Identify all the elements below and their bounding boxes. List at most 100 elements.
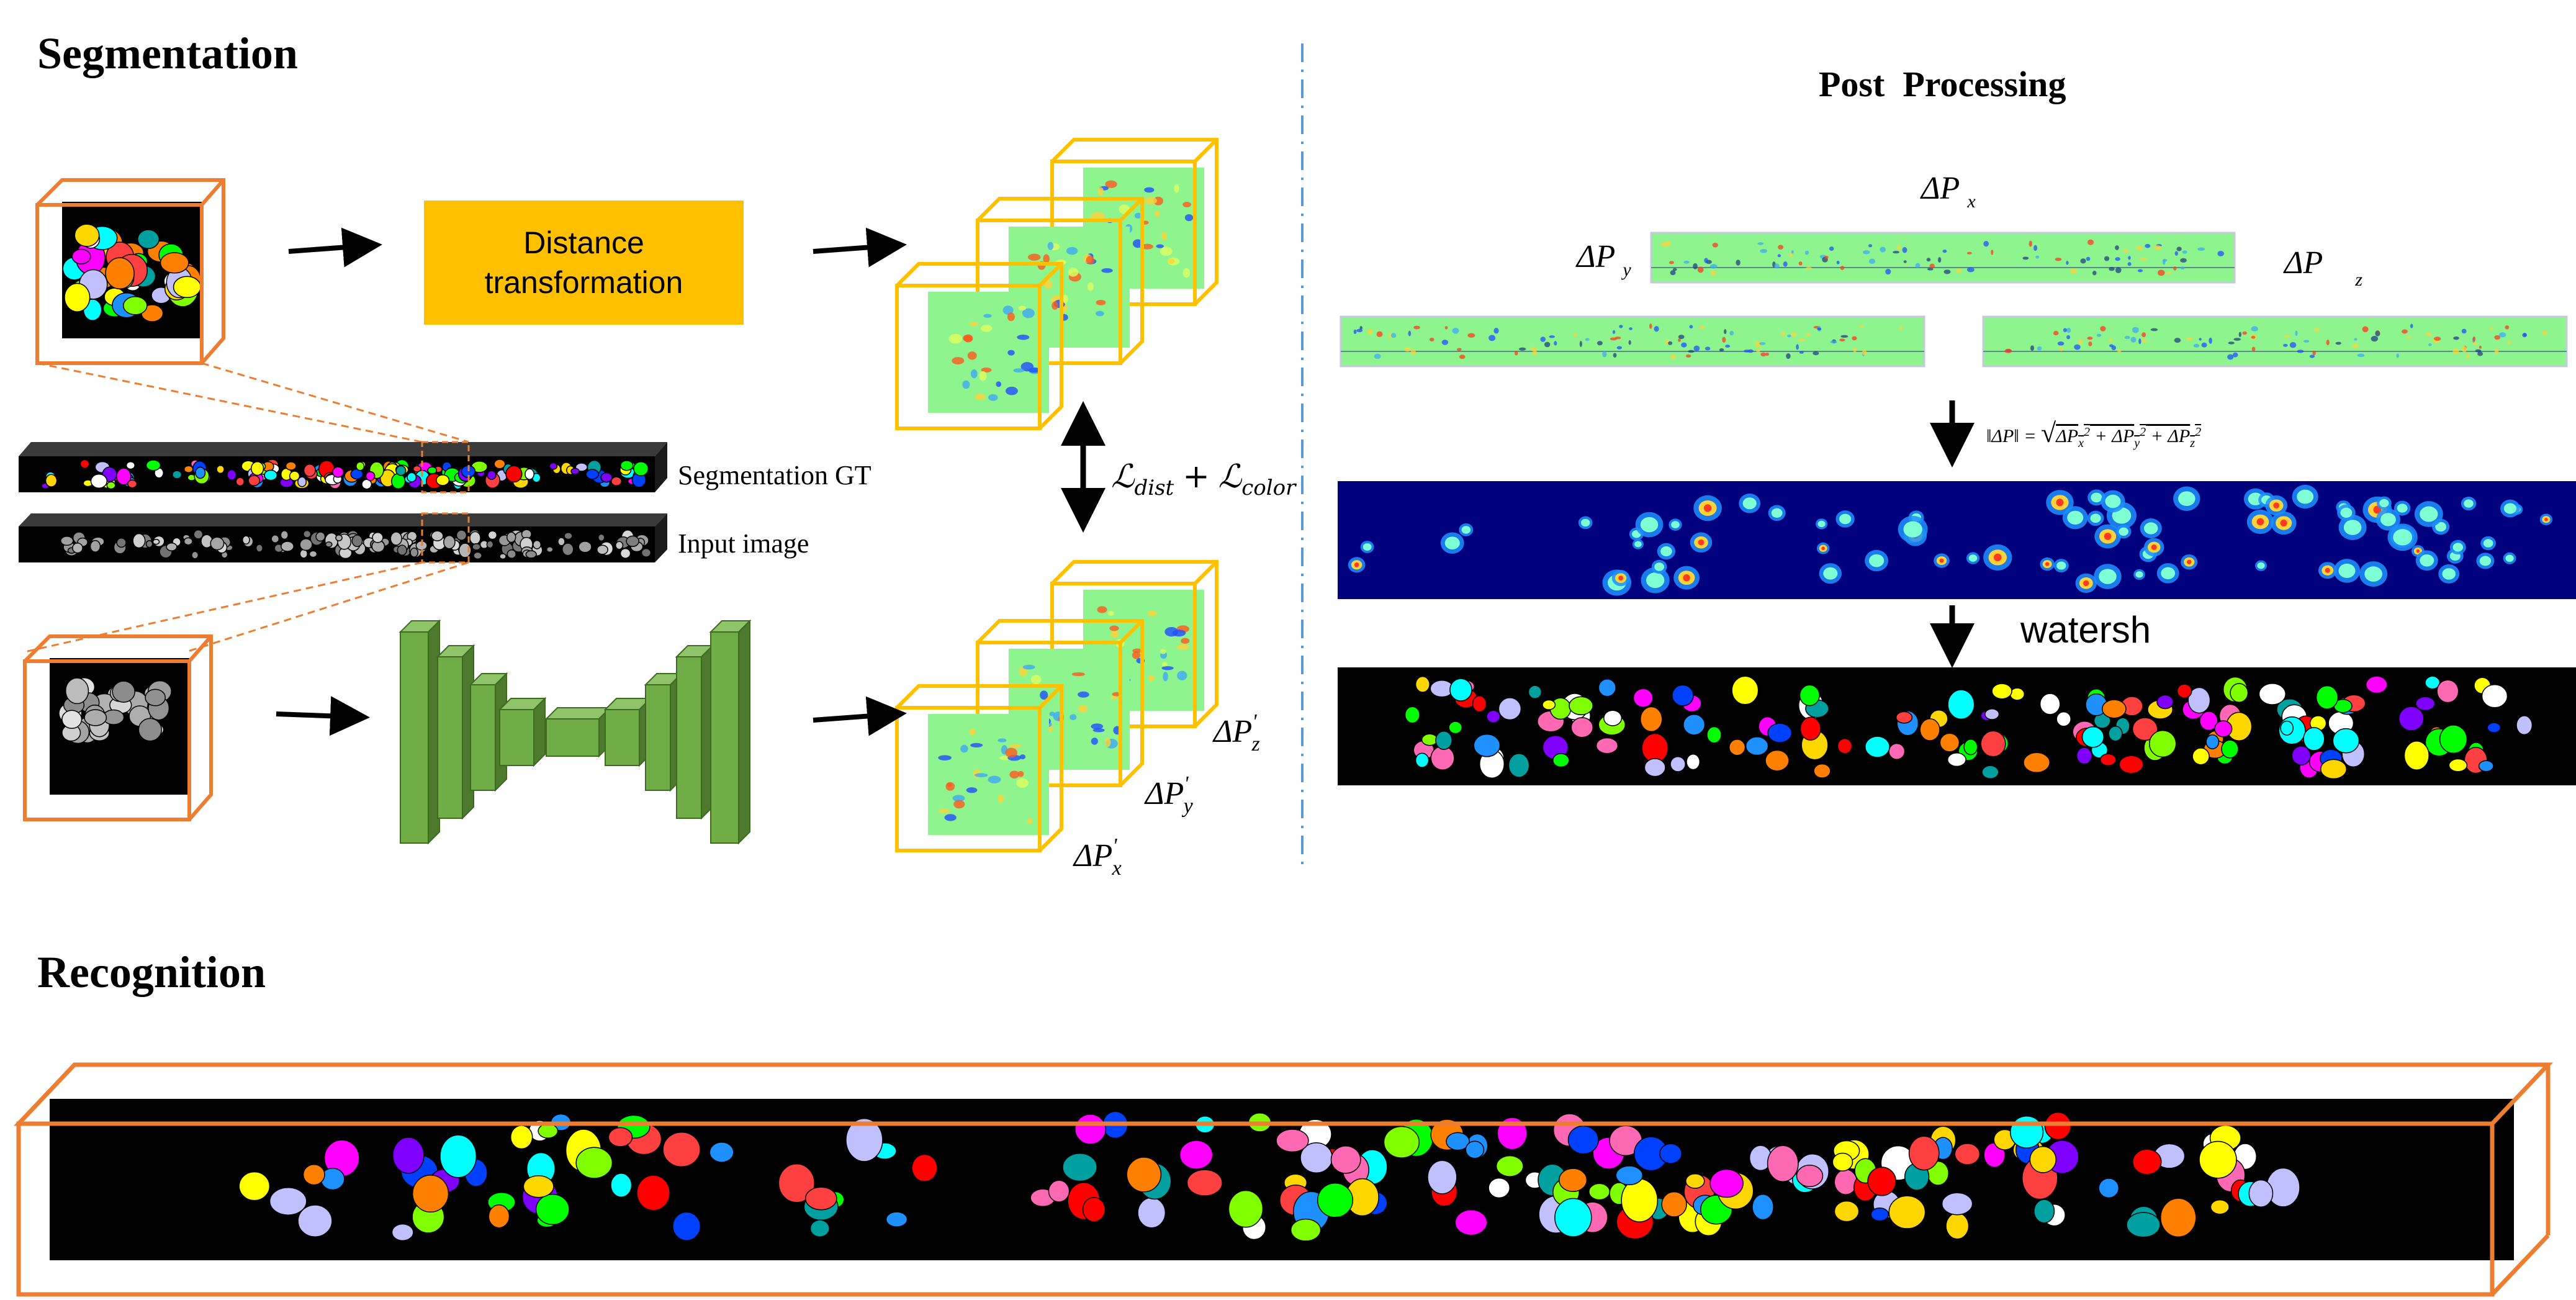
flow-dot [1760,248,1767,253]
flow-blob [1007,350,1015,356]
heat-core [1771,508,1783,518]
volume-edge [1038,684,1063,710]
flow-dot [2352,343,2359,348]
flow-dot [1852,336,1857,341]
flow-dot [2507,340,2511,345]
cell [2403,741,2430,770]
flow-dot [1893,250,1899,254]
flow-z-strip [1982,315,2568,368]
flow-blob [975,773,988,777]
flow-blob [1040,690,1048,700]
heat-core [2338,563,2356,579]
cell [1603,710,1623,726]
flow-y-strip [1340,315,1925,368]
cell [1554,1198,1592,1237]
cell [533,539,542,549]
cell [1048,1180,1070,1203]
flow-dot [2150,328,2158,332]
heat-peak [1698,539,1705,546]
flow-dot [1613,353,1617,358]
heat-core [2452,543,2464,552]
cell [127,479,138,489]
recognition-cells [238,1111,2300,1242]
flow-blob [1017,335,1030,340]
cell [2160,1198,2197,1238]
heat-core [1654,562,1665,571]
cell [2303,727,2325,751]
cell [1404,706,1420,724]
cell [1186,1169,1223,1197]
flow-dot [2088,341,2092,346]
flow-dot [2357,353,2365,358]
flow-dot [1540,336,1546,342]
flow-dot [1693,263,1698,269]
cell [2258,683,2286,705]
flow-dot [2193,343,2200,348]
cell [575,1147,613,1179]
cell [1672,684,1694,706]
flow-dot [2475,349,2482,353]
flow-dot [2186,336,2193,341]
heat-core [1968,554,1978,562]
cell [116,537,127,548]
flow-dot [1678,335,1685,340]
flow-dot [1786,353,1791,359]
flow-dot [1699,325,1705,330]
flow-dot [1719,348,1724,352]
zoom-guide-top-1 [37,362,423,443]
flow-dot [1798,261,1803,266]
unet-front [645,684,671,791]
watershed-label: watersh [2020,609,2151,651]
heat-core [1903,521,1922,538]
cell [1767,1145,1799,1182]
cell [216,464,225,474]
flow-dot [2462,346,2467,353]
flow-x-strip [1650,232,2236,284]
heat-peak [1821,546,1825,551]
cell [1981,765,1999,779]
heat-core [1646,572,1665,589]
flow-dot [1760,352,1767,357]
flow-dot [2396,353,2399,358]
cell [1945,1212,1970,1240]
flow-dot [2425,332,2433,336]
cell [431,530,444,541]
flow-dot [2057,341,2065,346]
cell [1415,675,1430,693]
cell [2291,745,2312,766]
flow-blob [1110,630,1119,638]
cell [2033,1199,2055,1224]
cell [2320,759,2348,780]
flow-dot [1376,331,1383,338]
flow-dot [2406,336,2411,339]
cell [427,466,438,474]
flow-dot [2289,342,2297,348]
flow-dot [1942,249,1947,253]
flow-blob [1155,210,1160,217]
unet-layer [498,697,547,767]
flow-blob [1087,282,1094,291]
heat-core [2297,489,2314,504]
cell [1427,1160,1457,1194]
flow-dot [1515,350,1518,356]
heat-core [1742,497,1757,510]
flow-dot [1574,332,1577,338]
heat-core [1634,541,1642,548]
volume-edge [1193,560,1218,585]
flow-blob [1156,244,1164,248]
cell [137,229,160,250]
flow-blob [1068,268,1079,277]
flow-dot [1704,258,1708,263]
cell [331,466,345,478]
heat-peak [1683,574,1690,582]
flow-dot [2140,257,2147,261]
pred-z-label: ΔP' z [1212,710,1260,756]
flow-blob [1163,672,1168,682]
cell [2126,1212,2161,1238]
heat-core [2379,499,2389,507]
zoom-guide-top-2 [201,362,469,443]
heat-peak [2045,562,2050,566]
cell [410,548,419,557]
flow-dot [2209,337,2212,344]
flow-blob [981,367,992,372]
